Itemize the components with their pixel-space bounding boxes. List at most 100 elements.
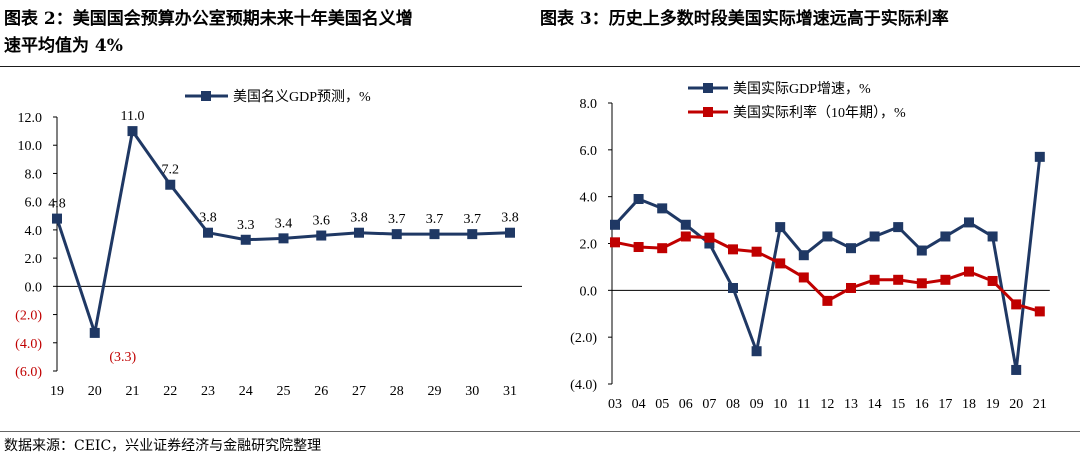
data-point-real-gdp: [869, 231, 880, 242]
data-point-real-gdp: [751, 346, 762, 357]
y-tick-label: 8.0: [580, 97, 598, 112]
data-label: 3.8: [350, 211, 368, 226]
chart2-title-line2: 速平均值为 4%: [4, 36, 123, 56]
data-label: 3.3: [237, 218, 255, 233]
y-tick-label: (2.0): [15, 309, 42, 324]
data-point-real-rate: [987, 275, 998, 286]
data-label: 11.0: [121, 109, 145, 124]
x-tick-label: 15: [891, 397, 905, 412]
data-point-real-rate: [728, 244, 738, 255]
y-tick-label: 10.0: [18, 139, 43, 154]
x-tick-label: 12: [820, 397, 834, 412]
data-point: [316, 230, 327, 241]
x-tick-label: 13: [844, 397, 858, 412]
data-point-real-rate: [680, 231, 691, 242]
y-tick-label: 2.0: [25, 252, 43, 267]
data-label: 3.8: [199, 211, 217, 226]
legend-label-real-gdp: 美国实际GDP增速，%: [733, 81, 871, 97]
data-point-real-gdp: [1034, 151, 1045, 162]
data-point: [467, 229, 478, 240]
data-point-real-rate: [1034, 306, 1045, 317]
x-tick-label: 26: [314, 384, 328, 399]
x-tick-label: 23: [201, 384, 215, 399]
y-tick-label: 0.0: [25, 280, 43, 295]
series-line-real-gdp: [613, 156, 1042, 372]
x-tick-label: 20: [1009, 397, 1023, 412]
data-point-real-rate: [916, 278, 927, 289]
data-label: 4.8: [48, 197, 66, 212]
x-tick-label: 10: [773, 397, 787, 412]
legend-marker-real-gdp: [703, 83, 713, 93]
source-note: 数据来源：CEIC，兴业证券经济与金融研究院整理: [4, 438, 322, 454]
data-point-real-rate: [775, 258, 786, 269]
data-point-real-gdp: [916, 245, 927, 256]
data-point-real-rate: [610, 237, 620, 248]
chart2-nominal-gdp: 12.0 10.0 8.0 6.0 4.0 2.0 0.0 (2.0) (4.0) (6.0) 19…: [15, 89, 522, 399]
data-point-real-rate: [751, 246, 762, 257]
x-tick-label: 14: [868, 397, 882, 412]
chart3-title: 图表 3：历史上多数时段美国实际增速远高于实际利率: [540, 9, 949, 29]
data-point: [278, 233, 289, 244]
x-tick-label: 11: [797, 397, 810, 412]
data-point: [165, 179, 176, 190]
data-point-real-rate: [846, 282, 856, 293]
data-point-real-rate: [1011, 299, 1022, 310]
y-tick-label: 0.0: [580, 284, 598, 299]
data-point-real-rate: [633, 242, 644, 253]
x-tick-label: 19: [986, 397, 1000, 412]
legend-marker-nominal-gdp: [201, 91, 211, 101]
x-tick-label: 05: [655, 397, 669, 412]
data-label: 3.4: [275, 216, 293, 231]
data-point: [203, 227, 213, 238]
x-tick-label: 25: [277, 384, 291, 399]
x-tick-label: 29: [428, 384, 442, 399]
x-tick-label: 03: [608, 397, 622, 412]
x-tick-label: 28: [390, 384, 404, 399]
x-tick-label: 24: [239, 384, 253, 399]
y-tick-label: 2.0: [580, 238, 598, 253]
data-point-real-rate: [704, 232, 715, 243]
x-tick-label: 21: [126, 384, 140, 399]
data-label: (3.3): [109, 350, 136, 365]
data-point: [52, 213, 62, 224]
data-point: [127, 126, 138, 137]
y-tick-label: 6.0: [25, 196, 43, 211]
x-tick-label: 30: [465, 384, 479, 399]
data-point: [240, 234, 251, 245]
y-tick-label: 4.0: [25, 224, 43, 239]
y-tick-label: (4.0): [15, 337, 42, 352]
y-tick-label: (6.0): [15, 365, 42, 380]
legend-label-nominal-gdp: 美国名义GDP预测，%: [233, 89, 371, 105]
data-point-real-gdp: [728, 282, 738, 293]
x-tick-label: 31: [503, 384, 517, 399]
x-tick-label: 07: [702, 397, 716, 412]
data-label: 3.8: [501, 211, 519, 226]
data-point-real-rate: [869, 274, 880, 285]
data-point-real-rate: [964, 266, 974, 277]
header-divider: [0, 66, 1080, 67]
x-tick-label: 17: [938, 397, 952, 412]
data-point-real-gdp: [822, 231, 833, 242]
data-point-real-gdp: [893, 222, 904, 233]
data-point-real-gdp: [846, 243, 856, 254]
data-point: [89, 327, 100, 338]
data-label: 3.7: [388, 212, 406, 227]
data-point-real-gdp: [633, 194, 644, 205]
chart3-real-gdp-vs-rate: 8.0 6.0 4.0 2.0 0.0 (2.0) (4.0) 03 04 05 06 07 08 09 1…: [570, 81, 1050, 412]
data-point-real-gdp: [704, 238, 715, 249]
data-point: [429, 229, 440, 240]
data-point-real-gdp: [987, 231, 998, 242]
x-tick-label: 22: [163, 384, 177, 399]
y-tick-label: (4.0): [570, 378, 597, 393]
x-tick-label: 27: [352, 384, 366, 399]
data-point-real-rate: [798, 272, 809, 283]
data-label: 3.7: [464, 212, 482, 227]
data-point-real-gdp: [798, 250, 809, 261]
x-tick-label: 18: [962, 397, 976, 412]
x-tick-label: 20: [88, 384, 102, 399]
data-point-real-gdp: [940, 231, 951, 242]
data-point-real-gdp: [657, 203, 668, 214]
x-tick-label: 04: [632, 397, 646, 412]
data-point: [391, 229, 402, 240]
chart2-title-line1: 图表 2：美国国会预算办公室预期未来十年美国名义增: [4, 9, 413, 29]
